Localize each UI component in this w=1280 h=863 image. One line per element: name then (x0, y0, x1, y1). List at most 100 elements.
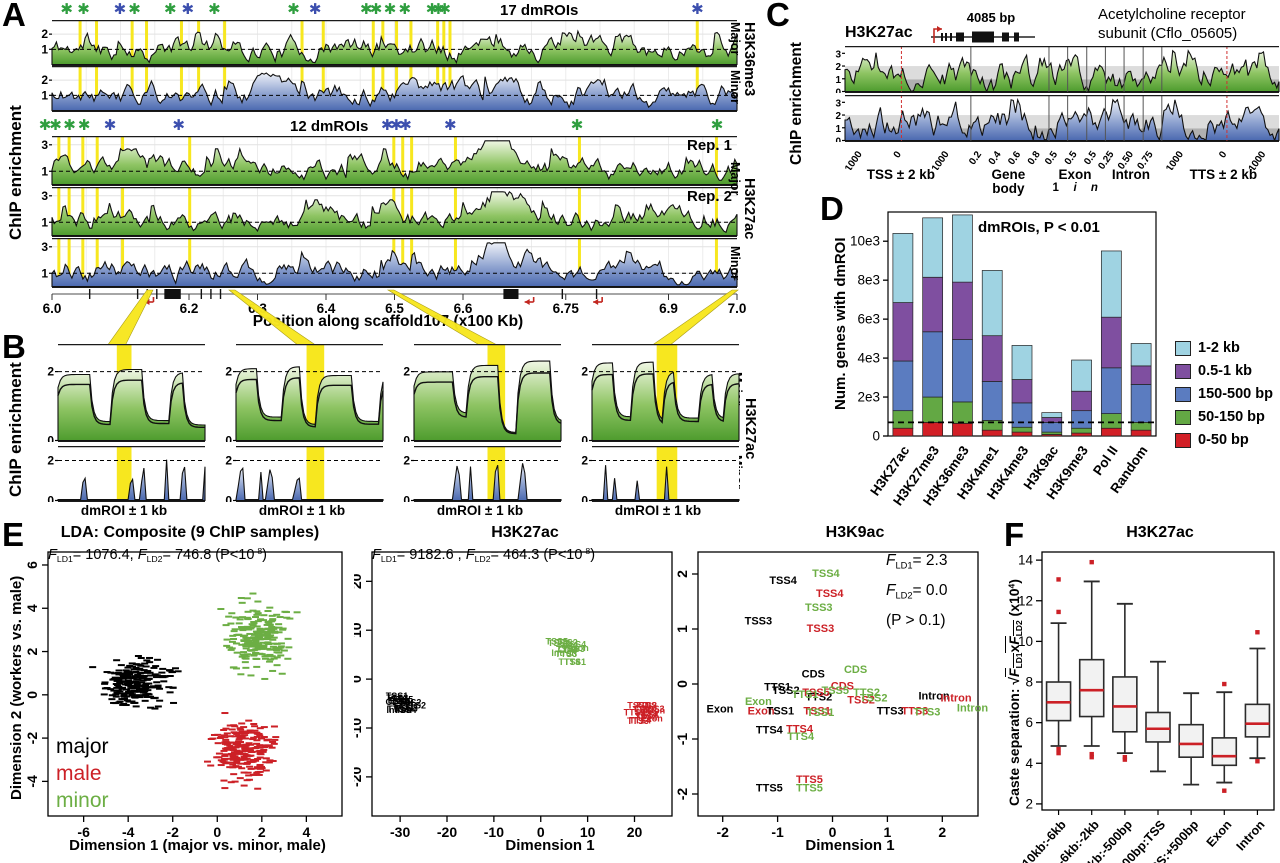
svg-text:TSS3: TSS3 (395, 703, 418, 713)
svg-text:TSS4: TSS4 (812, 568, 840, 580)
svg-text:2: 2 (47, 454, 54, 468)
svg-text:0.2: 0.2 (967, 149, 984, 167)
legend-label: 0.5-1 kb (1198, 363, 1252, 379)
dmroi-asterisk: ✱ (438, 1, 451, 18)
gene-name: Acetylcholine receptor subunit (Cflo_056… (1098, 6, 1246, 44)
svg-text:TSS2: TSS2 (635, 712, 658, 722)
dmroi-asterisk: ✱ (38, 117, 52, 134)
svg-text:3: 3 (41, 189, 48, 203)
svg-text:3: 3 (41, 138, 48, 152)
svg-text:8e3: 8e3 (857, 273, 880, 288)
rich-part: LD1 (56, 553, 73, 564)
svg-text:1: 1 (41, 164, 48, 178)
b-major-wave: 20 (47, 344, 206, 448)
svg-text:2: 2 (41, 73, 48, 87)
svg-text:TTS4: TTS4 (558, 657, 580, 667)
gene-name-line1: Acetylcholine receptor (1098, 6, 1246, 23)
caste-separation-boxplot: 2468101214-10kb:-6kb-6kb:-2kb-2kb:-500bp… (1017, 551, 1275, 863)
svg-text:0: 0 (581, 494, 588, 503)
svg-text:TTS1: TTS1 (764, 682, 791, 694)
rich-part: LD1 (380, 553, 397, 564)
e1-legend-minor: minor (56, 789, 109, 812)
svg-text:Intron: Intron (551, 648, 577, 658)
svg-text:TTS5: TTS5 (624, 707, 646, 717)
svg-text:TSS4: TSS4 (394, 705, 417, 715)
svg-text:TTS1: TTS1 (633, 705, 655, 715)
dmroi-asterisk: ✱ (208, 1, 221, 18)
svg-text:TSS5: TSS5 (821, 685, 849, 697)
svg-text:3: 3 (41, 240, 48, 254)
dmroi-asterisk: ✱ (172, 117, 185, 134)
svg-text:CDS: CDS (802, 668, 825, 680)
b-minor-wave: 20 (403, 446, 562, 508)
svg-text:2: 2 (258, 824, 266, 840)
svg-text:TTS2: TTS2 (556, 638, 578, 648)
svg-text:TSS4: TSS4 (769, 575, 797, 587)
e3-stats-3: (P > 0.1) (886, 612, 946, 630)
cluster-major (89, 654, 182, 710)
e3-title: H3K9ac (825, 524, 885, 541)
svg-text:CDS: CDS (558, 645, 577, 655)
b-subpanel-label: dmROI ± 1 kb (80, 503, 168, 518)
e1-stats: FLD1= 1076.4, FLD2= 746.8 (P<10-8) (48, 546, 267, 564)
svg-text:TTS5: TTS5 (796, 774, 823, 786)
svg-text:-1: -1 (771, 824, 784, 840)
svg-text:TSS2: TSS2 (772, 685, 800, 697)
scaffold-tick-label: 6.6 (453, 301, 473, 316)
rich-part: F (886, 552, 896, 569)
panel-c-letter: C (766, 0, 790, 33)
e1-xlabel: Dimension 1 (major vs. minor, male) (69, 837, 326, 854)
svg-text:1: 1 (676, 625, 690, 633)
svg-text:-1: -1 (676, 733, 690, 746)
svg-text:1: 1 (41, 215, 48, 229)
svg-text:TSS5: TSS5 (802, 687, 830, 699)
svg-text:TTS5: TTS5 (556, 645, 578, 655)
dmroi-asterisk: ✱ (369, 1, 383, 18)
svg-text:2: 2 (41, 27, 48, 41)
dmroi-asterisk: ✱ (113, 1, 127, 18)
panel-d-letter: D (820, 190, 844, 227)
dmroi-asterisk: ✱ (399, 117, 412, 134)
legend-item: 0-50 bp (1175, 432, 1273, 448)
svg-text:Exon: Exon (388, 696, 410, 706)
box--6kb:-2kb (1078, 559, 1105, 760)
h3k27ac-rep2-wave: 31 (41, 187, 738, 238)
svg-text:0: 0 (835, 88, 841, 94)
svg-text:0: 0 (354, 675, 364, 683)
svg-text:1: 1 (41, 42, 48, 56)
b-minor-wave: 20 (225, 446, 384, 508)
svg-text:4: 4 (302, 824, 310, 840)
svg-text:Exon: Exon (567, 643, 589, 653)
svg-text:1: 1 (884, 824, 892, 840)
svg-text:TSS4: TSS4 (816, 588, 844, 600)
scaffold-axis-ticks: 6.06.26.36.46.56.66.756.97.0 (38, 301, 747, 316)
svg-text:10: 10 (580, 824, 596, 840)
svg-text:TTS3: TTS3 (877, 705, 904, 717)
legend-item: 0.5-1 kb (1175, 363, 1273, 379)
dmroi-count-2: 12 dmROIs (290, 118, 369, 135)
svg-text:TSS5: TSS5 (388, 697, 411, 707)
box-TSS:+500bp (1178, 692, 1204, 786)
svg-text:TSS2: TSS2 (399, 697, 422, 707)
scaffold-tick-label: 6.0 (42, 301, 62, 316)
dmroi-asterisk: ✱ (425, 1, 439, 18)
svg-text:0: 0 (835, 137, 841, 143)
panel-e-letter: E (2, 516, 25, 553)
stacked-bar-chart: H3K27acH3K27me3H3K36me3H3K4me1H3K4me3H3K… (850, 211, 1157, 508)
scaffold-tick-label: 6.9 (659, 301, 678, 316)
svg-text:2: 2 (225, 454, 232, 468)
svg-text:12: 12 (1018, 593, 1033, 608)
dmroi-asterisk: ✱ (570, 117, 584, 134)
rich-part: LD2 (474, 553, 491, 564)
h3k27ac-minor-wave: 31 (41, 238, 738, 289)
svg-text:Exon: Exon (1204, 818, 1235, 850)
box--500bp:TSS (1145, 660, 1171, 773)
h3k36me3-minor-label: Minor (728, 70, 742, 105)
b-subpanel-label: dmROI ± 1 kb (258, 503, 346, 518)
legend-swatch (1175, 386, 1191, 402)
svg-text:2: 2 (24, 647, 40, 655)
